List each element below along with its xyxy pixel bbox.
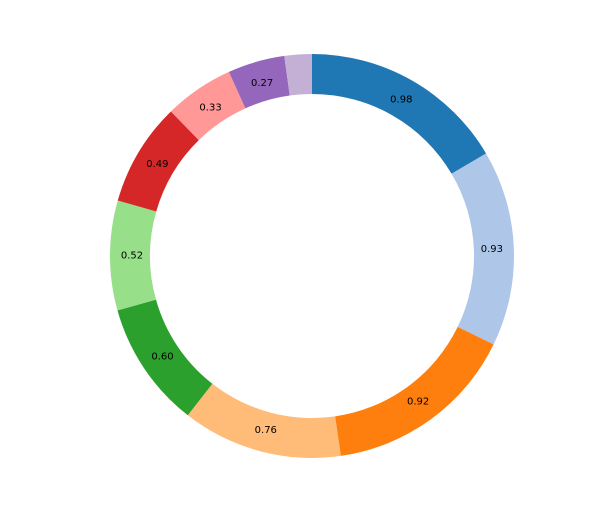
slice-label: 0.52 bbox=[121, 251, 143, 262]
donut-slice bbox=[117, 111, 199, 212]
slice-label: 0.27 bbox=[251, 78, 273, 89]
donut-slice bbox=[170, 71, 246, 141]
slice-label: 0.92 bbox=[407, 396, 429, 407]
donut-slice bbox=[228, 55, 290, 109]
slice-label: 0.60 bbox=[151, 351, 173, 362]
donut-slice bbox=[187, 383, 341, 459]
donut-slice bbox=[117, 299, 213, 416]
slice-label: 0.76 bbox=[255, 425, 277, 436]
donut-slice bbox=[284, 54, 312, 96]
slice-label: 0.33 bbox=[199, 102, 221, 113]
donut-slice bbox=[451, 153, 514, 345]
donut-slice bbox=[312, 54, 487, 174]
donut-slice bbox=[335, 326, 494, 456]
donut-slice bbox=[110, 200, 157, 311]
slice-label: 0.93 bbox=[481, 244, 503, 255]
slice-label: 0.49 bbox=[146, 159, 168, 170]
slice-label: 0.98 bbox=[390, 95, 412, 106]
